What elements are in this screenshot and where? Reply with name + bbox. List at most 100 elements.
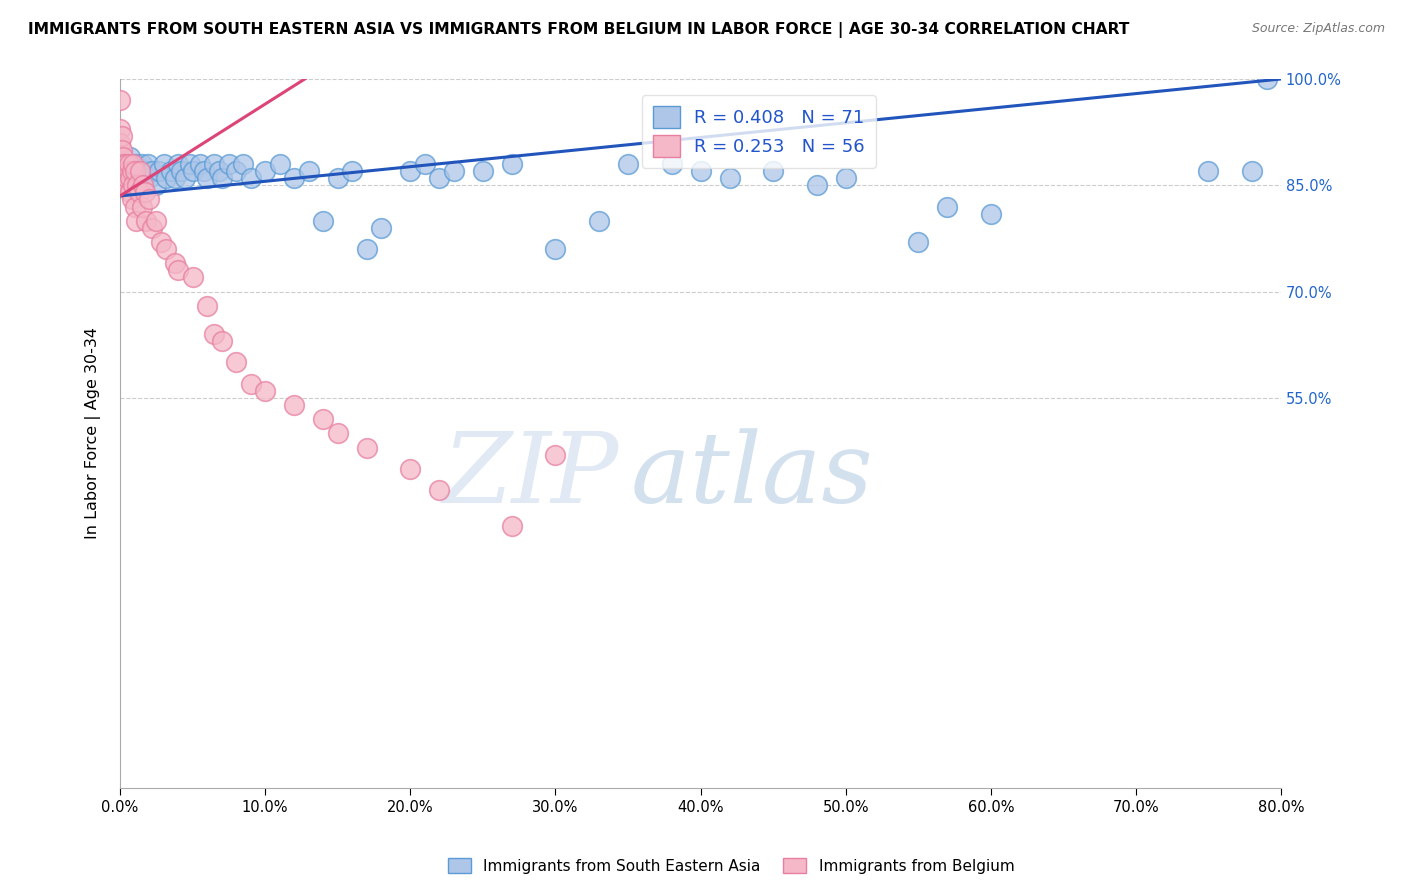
Point [149,235,172,249]
Point [118,157,141,171]
Point [188,157,211,171]
Point [501,157,523,171]
Point [108,93,131,107]
Point [312,213,335,227]
Point [110,128,132,143]
Point [718,171,741,186]
Point [427,171,450,186]
Point [111,150,134,164]
Point [131,157,153,171]
Point [342,164,364,178]
Point [283,398,305,412]
Point [118,164,141,178]
Point [326,426,349,441]
Text: atlas: atlas [631,428,873,524]
Point [834,171,856,186]
Point [138,171,160,186]
Point [117,171,139,186]
Point [254,164,277,178]
Point [138,193,160,207]
Point [202,157,225,171]
Point [179,157,201,171]
Point [762,164,785,178]
Point [124,164,146,178]
Point [193,164,215,178]
Point [110,157,132,171]
Point [122,178,145,193]
Text: IMMIGRANTS FROM SOUTH EASTERN ASIA VS IMMIGRANTS FROM BELGIUM IN LABOR FORCE | A: IMMIGRANTS FROM SOUTH EASTERN ASIA VS IM… [28,22,1129,38]
Legend: R = 0.408   N = 71, R = 0.253   N = 56: R = 0.408 N = 71, R = 0.253 N = 56 [641,95,876,168]
Point [127,178,149,193]
Point [326,171,349,186]
Point [155,242,177,256]
Point [108,136,131,150]
Point [501,518,523,533]
Point [174,171,197,186]
Point [124,200,146,214]
Point [202,327,225,342]
Point [112,178,135,193]
Point [135,213,157,227]
Point [125,213,148,227]
Point [298,164,321,178]
Point [661,157,683,171]
Point [218,157,240,171]
Point [225,355,247,369]
Point [1198,164,1220,178]
Point [124,164,146,178]
Point [211,171,233,186]
Point [980,207,1002,221]
Point [208,164,231,178]
Point [122,157,145,171]
Point [1256,72,1278,87]
Point [141,220,163,235]
Point [120,171,142,186]
Point [111,171,134,186]
Point [120,150,142,164]
Point [132,178,155,193]
Point [588,213,610,227]
Point [134,186,156,200]
Point [544,242,567,256]
Point [112,157,135,171]
Point [356,441,378,455]
Point [128,164,150,178]
Point [120,186,142,200]
Point [283,171,305,186]
Point [167,263,190,277]
Y-axis label: In Labor Force | Age 30-34: In Labor Force | Age 30-34 [86,327,101,540]
Point [152,157,174,171]
Point [170,164,193,178]
Point [239,376,262,391]
Point [269,157,291,171]
Point [181,270,204,285]
Point [370,220,392,235]
Point [165,256,187,270]
Point [155,171,177,186]
Point [239,171,262,186]
Point [232,157,254,171]
Point [254,384,277,398]
Point [121,171,143,186]
Point [141,164,163,178]
Point [132,171,155,186]
Point [399,462,422,476]
Point [136,157,159,171]
Point [195,299,218,313]
Point [115,164,138,178]
Point [689,164,711,178]
Point [111,164,134,178]
Point [167,157,190,171]
Point [443,164,465,178]
Point [145,213,167,227]
Point [806,178,828,193]
Point [160,164,183,178]
Point [128,186,150,200]
Point [127,171,149,186]
Point [211,334,233,349]
Point [195,171,218,186]
Point [312,412,335,426]
Point [129,164,152,178]
Point [125,157,148,171]
Point [145,178,167,193]
